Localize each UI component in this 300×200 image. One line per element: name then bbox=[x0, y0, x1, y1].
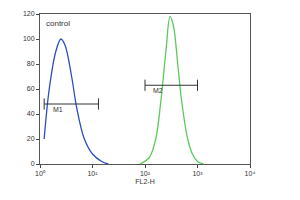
svg-text:10³: 10³ bbox=[192, 170, 203, 177]
svg-text:40: 40 bbox=[27, 110, 35, 117]
svg-text:80: 80 bbox=[27, 60, 35, 67]
svg-text:120: 120 bbox=[23, 10, 35, 17]
svg-text:control: control bbox=[46, 19, 70, 28]
svg-text:60: 60 bbox=[27, 85, 35, 92]
svg-text:100: 100 bbox=[23, 35, 35, 42]
svg-text:20: 20 bbox=[27, 135, 35, 142]
svg-text:M1: M1 bbox=[53, 106, 63, 113]
svg-text:10¹: 10¹ bbox=[87, 170, 98, 177]
svg-text:10²: 10² bbox=[140, 170, 151, 177]
svg-text:0: 0 bbox=[31, 160, 35, 167]
svg-text:M2: M2 bbox=[153, 87, 163, 94]
svg-text:10⁴: 10⁴ bbox=[245, 170, 256, 177]
svg-text:FL2-H: FL2-H bbox=[135, 178, 154, 185]
svg-text:10⁰: 10⁰ bbox=[35, 170, 46, 177]
